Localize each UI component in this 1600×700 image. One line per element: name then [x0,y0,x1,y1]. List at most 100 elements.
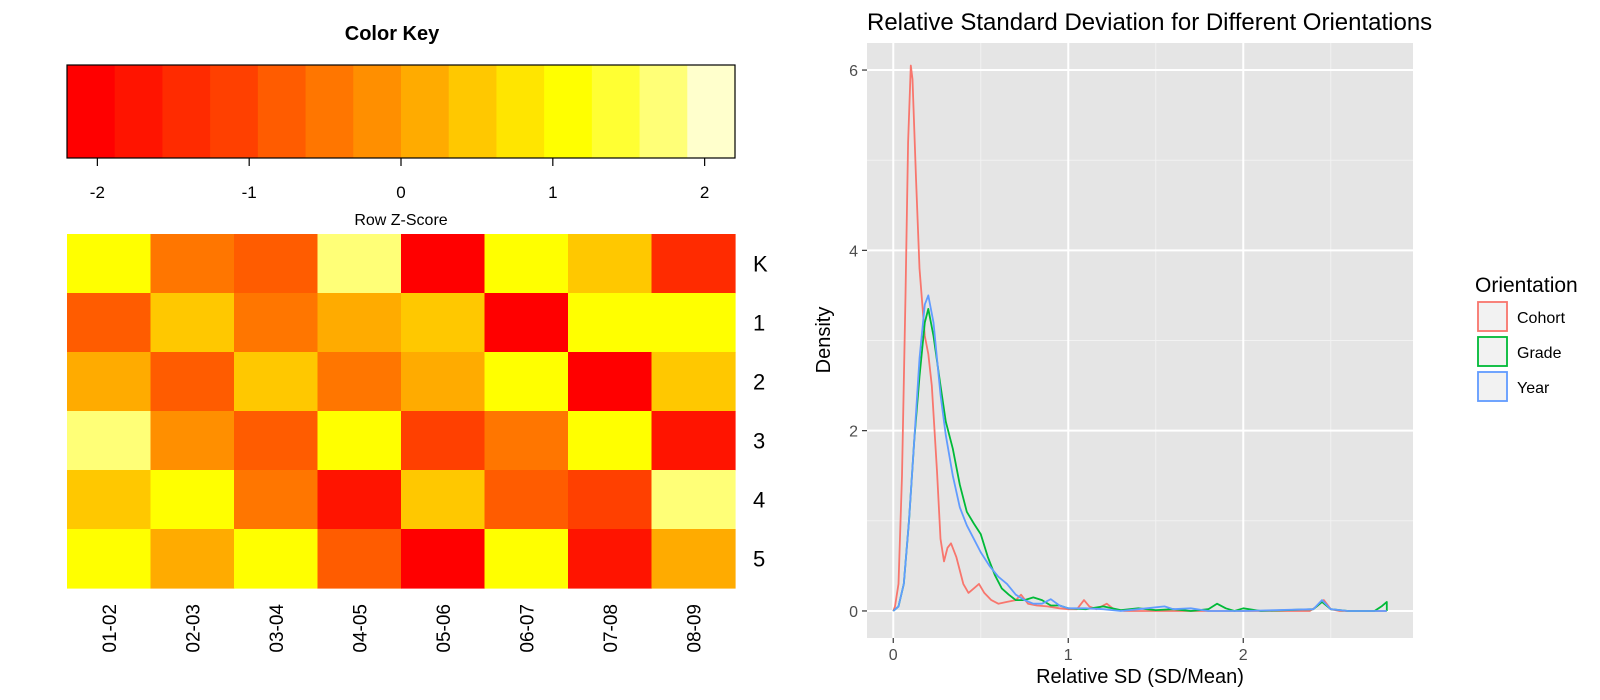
heatmap-cell [568,352,653,412]
heatmap-row-labels: K 1 2 3 4 5 [753,252,768,572]
heatmap-cell [568,470,653,530]
x-axis-label: Relative SD (SD/Mean) [1036,666,1244,688]
heatmap-cell [484,234,569,294]
y-axis-tick-label: 6 [849,63,858,80]
heatmap-cell [651,352,736,412]
color-key-swatch [114,65,164,158]
color-key-swatch [591,65,641,158]
x-axis-tick-label: 1 [1064,647,1073,664]
color-key-tick-label: 2 [700,183,709,202]
color-key-swatch [448,65,498,158]
color-key-swatch [67,65,116,158]
heatmap-cell [484,352,569,412]
heatmap-column-label: 02-03 [183,604,204,653]
legend-swatch-year [1477,371,1508,402]
heatmap-cell [67,411,152,471]
color-key-swatch [639,65,688,158]
heatmap-column-label: 03-04 [267,604,288,653]
legend-label-grade: Grade [1517,345,1562,362]
heatmap-column-label: 07-08 [601,604,622,653]
heatmap-row-label: K [753,252,768,277]
color-key-swatch [687,65,736,158]
heatmap-cell [651,470,736,530]
legend-swatch-cohort [1477,301,1508,332]
heatmap-cell [150,293,235,353]
heatmap-row-label: 5 [753,547,765,572]
plot-axis-ticks: 0 1 2 0 2 4 6 [849,63,1248,664]
legend-title: Orientation [1475,274,1578,297]
legend: Orientation Cohort Grade Year [1475,274,1578,402]
heatmap-row-label: 1 [753,311,765,336]
heatmap-cell [401,411,486,471]
color-key-title: Color Key [345,23,440,45]
heatmap-cell [317,529,402,589]
density-series [892,64,1388,612]
heatmap-cell [651,529,736,589]
heatmap-cell [651,411,736,471]
heatmap-cell [150,470,235,530]
heatmap-cell [401,529,486,589]
legend-swatch-grade [1477,336,1508,367]
heatmap-cell [651,293,736,353]
y-axis-label: Density [813,307,835,374]
heatmap-cell [317,352,402,412]
heatmap-cell [317,234,402,294]
y-axis-tick-label: 4 [849,243,858,260]
heatmap-cell [484,470,569,530]
heatmap-cell [401,293,486,353]
heatmap-column-label: 01-02 [100,604,121,653]
heatmap-cell [234,293,319,353]
heatmap-column-labels: 01-02 02-03 03-04 04-05 05-06 06-07 07-08 08-09 [100,604,706,653]
heatmap-cell [234,529,319,589]
color-key-swatch [305,65,354,158]
color-key-swatch [162,65,211,158]
heatmap-cell [234,352,319,412]
heatmap-cell [67,529,152,589]
heatmap-cells [67,234,736,589]
color-key-tick-label: 0 [396,183,405,202]
plot-grid [867,43,1413,638]
legend-label-year: Year [1517,380,1550,397]
color-key-band [67,65,736,158]
density-panel: Relative Standard Deviation for Differen… [813,9,1578,688]
color-key-tick-label: -1 [242,183,257,202]
heatmap-cell [651,234,736,294]
heatmap-cell [67,293,152,353]
color-key-swatch [257,65,307,158]
color-key-swatch [401,65,450,158]
heatmap-cell [234,411,319,471]
heatmap-cell [317,293,402,353]
heatmap-cell [150,234,235,294]
heatmap-cell [317,411,402,471]
x-axis-tick-label: 2 [1239,647,1248,664]
heatmap-row-label: 2 [753,370,765,395]
heatmap-panel: Color Key -2 -1 0 1 2 Row Z-Score K 1 2 3 4 5 01-… [66,23,768,653]
x-axis-tick-label: 0 [889,647,898,664]
heatmap-column-label: 05-06 [434,604,455,653]
heatmap-cell [234,470,319,530]
color-key-swatch [544,65,593,158]
y-axis-tick-label: 0 [849,604,858,621]
color-key-swatch [210,65,259,158]
heatmap-cell [150,411,235,471]
heatmap-cell [67,352,152,412]
heatmap-cell [150,529,235,589]
legend-label-cohort: Cohort [1517,310,1566,327]
color-key-swatch [496,65,545,158]
heatmap-row-label: 3 [753,429,765,454]
series-line-year [892,294,1387,612]
heatmap-cell [67,234,152,294]
heatmap-cell [401,470,486,530]
heatmap-column-label: 04-05 [350,604,371,653]
color-key-ticks: -2 -1 0 1 2 [90,158,709,202]
heatmap-cell [401,234,486,294]
color-key-swatch [353,65,402,158]
heatmap-cell [484,293,569,353]
heatmap-cell [317,470,402,530]
heatmap-cell [234,234,319,294]
heatmap-row-label: 4 [753,488,765,513]
heatmap-cell [150,352,235,412]
heatmap-cell [484,529,569,589]
heatmap-cell [67,470,152,530]
color-key-tick-label: 1 [548,183,557,202]
